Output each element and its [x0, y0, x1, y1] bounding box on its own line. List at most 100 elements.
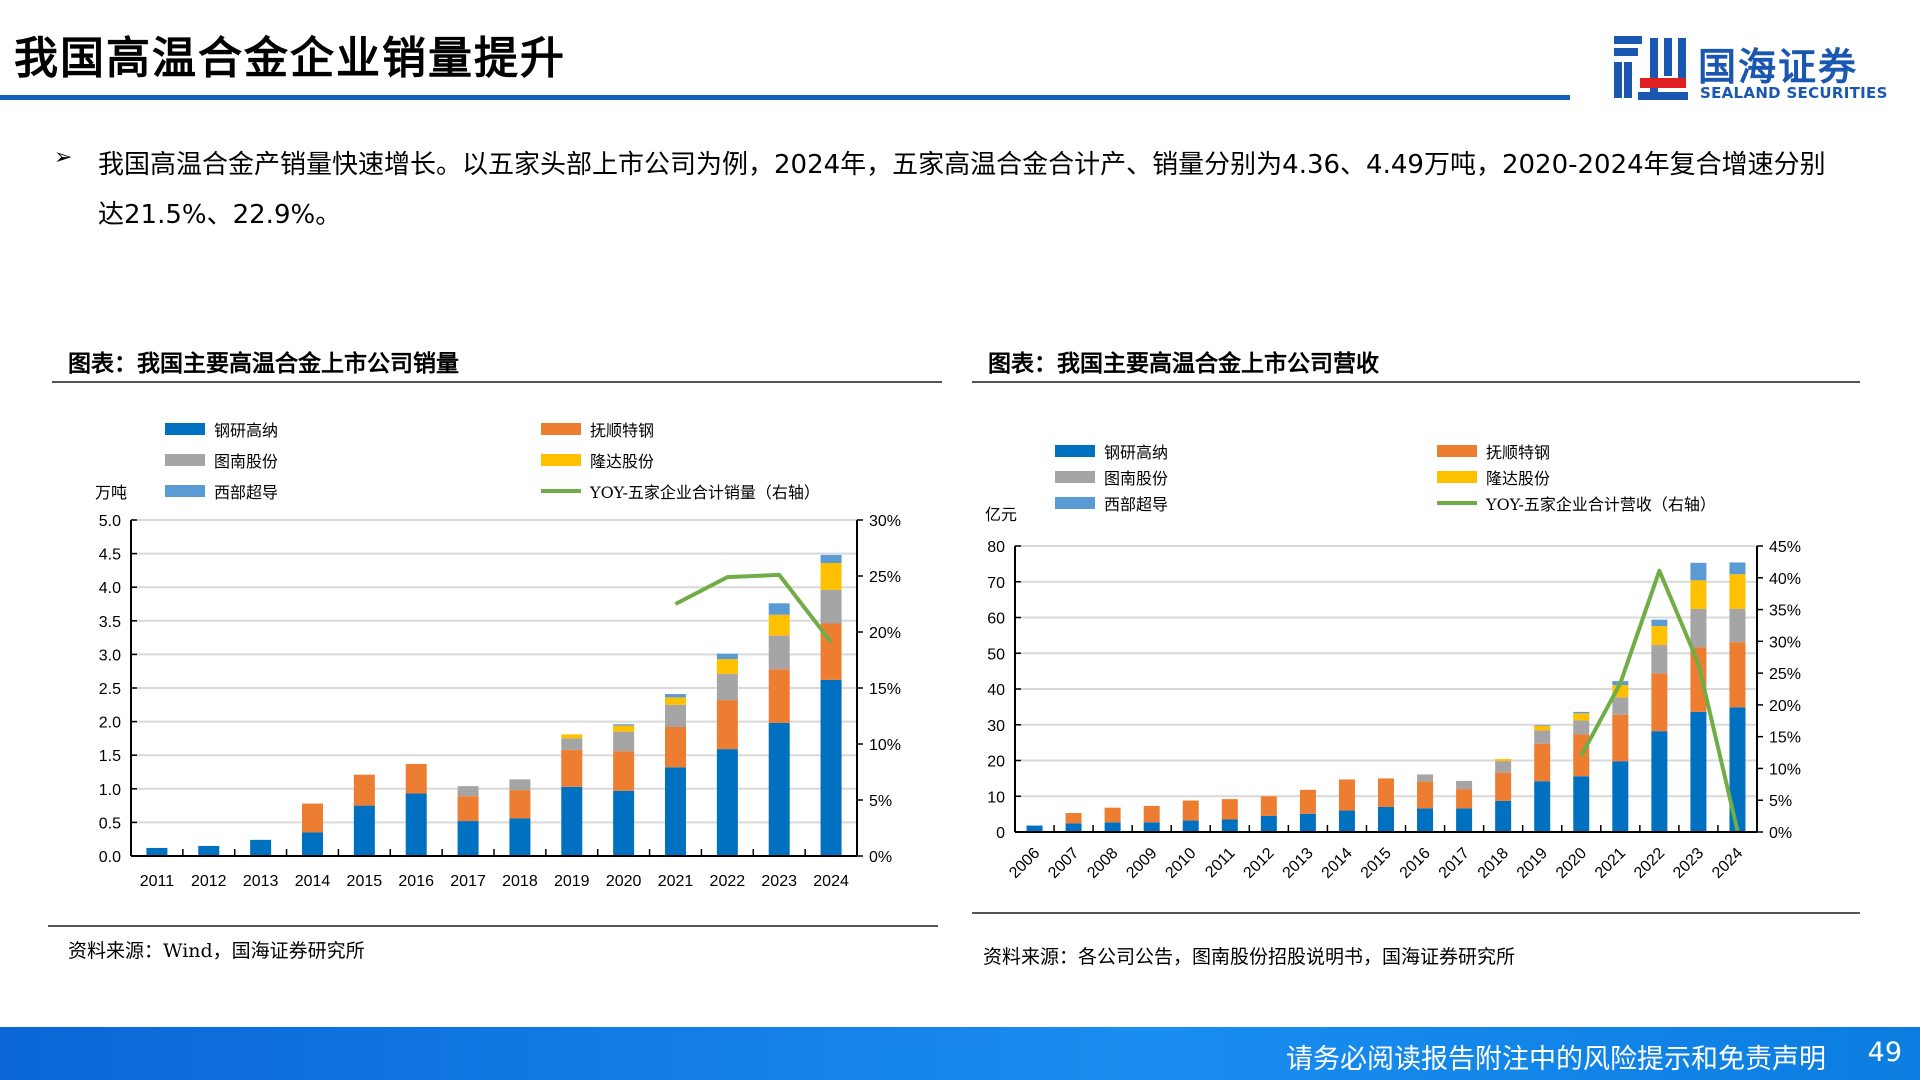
- bar-segment-抚顺特钢: [509, 790, 531, 819]
- y2-tick-label: 15%: [869, 681, 901, 698]
- x-tick-label: 2018: [502, 873, 538, 890]
- logo-text-en: SEALAND SECURITIES: [1700, 84, 1888, 102]
- bar-segment-图南股份: [1495, 761, 1512, 773]
- bar-segment-钢研高纳: [250, 839, 272, 856]
- x-tick-label: 2017: [1436, 845, 1473, 882]
- bar-segment-隆达股份: [820, 563, 842, 590]
- bar-segment-隆达股份: [1690, 580, 1707, 609]
- legend-label: YOY-五家企业合计销量（右轴）: [590, 483, 820, 502]
- bar-segment-钢研高纳: [509, 818, 531, 856]
- legend-item: 抚顺特钢: [1437, 439, 1550, 463]
- bar-segment-图南股份: [768, 635, 790, 670]
- bar-segment-隆达股份: [1612, 685, 1629, 698]
- right-y-unit: 亿元: [985, 505, 1018, 524]
- bar-segment-隆达股份: [1651, 626, 1668, 646]
- bar-segment-隆达股份: [561, 734, 583, 739]
- y2-tick-label: 45%: [1769, 539, 1801, 556]
- bar-segment-隆达股份: [665, 697, 686, 705]
- legend-label: 隆达股份: [590, 452, 655, 471]
- bar-segment-钢研高纳: [1221, 819, 1238, 832]
- x-tick-label: 2014: [1319, 845, 1356, 882]
- bar-segment-钢研高纳: [1182, 820, 1199, 832]
- bar-segment-钢研高纳: [1104, 822, 1121, 832]
- legend-label: 图南股份: [214, 452, 279, 471]
- legend-label: 图南股份: [1104, 469, 1169, 488]
- legend-label: 抚顺特钢: [1486, 443, 1551, 462]
- legend-label: YOY-五家企业合计营收（右轴）: [1486, 495, 1716, 514]
- legend-item: 图南股份: [165, 448, 278, 472]
- bar-segment-抚顺特钢: [1378, 778, 1394, 807]
- bar-segment-抚顺特钢: [665, 726, 686, 768]
- legend-swatch: [1437, 445, 1477, 457]
- y2-tick-label: 5%: [869, 793, 892, 810]
- bar-segment-图南股份: [1729, 608, 1746, 643]
- logo-text-cn: 国海证券: [1698, 45, 1859, 89]
- bar-segment-抚顺特钢: [405, 763, 427, 794]
- legend-swatch: [541, 454, 581, 466]
- bar-segment-抚顺特钢: [1417, 781, 1434, 809]
- bar-segment-钢研高纳: [1026, 825, 1043, 832]
- y-tick-label: 30: [987, 718, 1005, 735]
- legend-swatch: [1055, 471, 1095, 483]
- legend-label: 钢研高纳: [1104, 443, 1169, 462]
- y2-tick-label: 10%: [1769, 761, 1801, 778]
- bar-segment-图南股份: [613, 731, 635, 752]
- x-tick-label: 2009: [1123, 845, 1160, 882]
- bar-segment-抚顺特钢: [302, 803, 323, 833]
- left-chart-bottom-rule: [48, 925, 938, 927]
- bar-segment-钢研高纳: [1338, 810, 1355, 832]
- bar-segment-钢研高纳: [1378, 806, 1394, 832]
- y2-tick-label: 30%: [869, 513, 901, 530]
- bar-segment-抚顺特钢: [1338, 779, 1355, 811]
- y-tick-label: 3.5: [99, 614, 121, 631]
- arrow-bullet-icon: ➢: [54, 145, 73, 170]
- bar-segment-隆达股份: [1573, 713, 1590, 721]
- legend-swatch: [541, 489, 581, 493]
- legend-swatch: [1437, 501, 1477, 505]
- y2-tick-label: 0%: [869, 849, 892, 866]
- legend-label: 钢研高纳: [214, 421, 279, 440]
- x-tick-label: 2015: [1358, 845, 1395, 882]
- bar-segment-图南股份: [1651, 645, 1668, 674]
- x-tick-label: 2020: [606, 873, 642, 890]
- bar-segment-西部超导: [716, 653, 738, 660]
- legend-swatch: [1055, 497, 1095, 509]
- bar-segment-抚顺特钢: [1729, 642, 1746, 708]
- yoy-line: [674, 572, 833, 644]
- bar-segment-图南股份: [665, 704, 686, 727]
- x-tick-label: 2019: [554, 873, 590, 890]
- right-chart-title-rule: [972, 381, 1860, 383]
- y2-tick-label: 25%: [1769, 666, 1801, 683]
- bar-segment-西部超导: [768, 603, 790, 615]
- bar-segment-抚顺特钢: [1182, 800, 1199, 821]
- legend-item: 钢研高纳: [165, 417, 278, 441]
- right-source: 资料来源：各公司公告，图南股份招股说明书，国海证券研究所: [983, 946, 1516, 968]
- legend-swatch: [165, 423, 205, 435]
- bar-segment-西部超导: [1690, 562, 1707, 581]
- bar-segment-抚顺特钢: [613, 751, 635, 791]
- x-tick-label: 2008: [1084, 845, 1121, 882]
- bar-segment-图南股份: [1573, 720, 1590, 735]
- bar-segment-图南股份: [509, 779, 531, 791]
- bar-segment-隆达股份: [716, 659, 738, 674]
- y-tick-label: 4.5: [99, 547, 121, 564]
- bar-segment-钢研高纳: [1143, 822, 1160, 832]
- y-tick-label: 70: [987, 575, 1005, 592]
- bar-segment-钢研高纳: [405, 793, 427, 856]
- x-tick-label: 2014: [295, 873, 331, 890]
- y-tick-label: 1.0: [99, 782, 121, 799]
- bar-segment-抚顺特钢: [1651, 673, 1668, 732]
- x-tick-label: 2006: [1006, 845, 1043, 882]
- bar-segment-图南股份: [1612, 697, 1629, 715]
- legend-label: 西部超导: [1104, 495, 1169, 514]
- bar-segment-抚顺特钢: [1065, 813, 1082, 824]
- legend-item: 西部超导: [165, 479, 278, 503]
- y-tick-label: 0.5: [99, 815, 121, 832]
- legend-item: 隆达股份: [1437, 465, 1550, 489]
- bar-segment-西部超导: [665, 694, 686, 698]
- sealand-logo-mark-icon: [1614, 36, 1688, 100]
- right-chart-bottom-rule: [972, 912, 1860, 914]
- legend-item: 西部超导: [1055, 491, 1168, 515]
- bar-segment-抚顺特钢: [1612, 714, 1629, 762]
- bar-segment-抚顺特钢: [353, 774, 375, 806]
